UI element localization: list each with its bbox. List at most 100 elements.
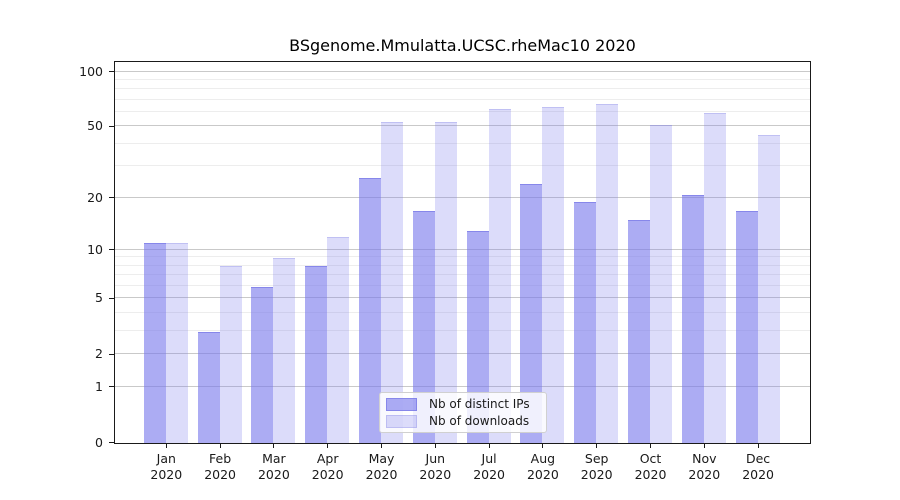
bar-downloads <box>219 266 242 443</box>
bar-downloads <box>757 135 780 443</box>
y-axis-tick <box>109 386 115 388</box>
bar-downloads <box>488 108 511 443</box>
legend-label-distinct-ips: Nb of distinct IPs <box>429 397 530 411</box>
bar-distinct-ips <box>251 286 274 443</box>
gridline-major <box>115 297 810 299</box>
gridline-minor <box>115 98 810 100</box>
gridline-major <box>115 248 810 250</box>
bars-layer <box>115 62 810 443</box>
bar-downloads <box>434 122 457 443</box>
gridline-minor <box>115 312 810 314</box>
y-axis-tick-label: 50 <box>87 118 103 134</box>
legend: Nb of distinct IPs Nb of downloads <box>379 392 547 433</box>
y-axis-tick <box>109 197 115 199</box>
y-axis-tick-label: 0 <box>95 434 103 450</box>
x-axis-tick <box>649 444 652 448</box>
x-axis-year-label: 2020 <box>473 467 505 482</box>
gridline-major <box>115 353 810 355</box>
bar-distinct-ips <box>305 266 328 443</box>
bar-distinct-ips <box>359 178 381 443</box>
x-axis-year-label: 2020 <box>311 467 344 482</box>
y-axis-tick-label: 1 <box>95 378 103 394</box>
bar-distinct-ips <box>412 210 435 443</box>
y-axis-tick-label: 20 <box>87 189 103 205</box>
gridline-minor <box>115 256 810 258</box>
x-axis-year-label: 2020 <box>526 467 559 482</box>
y-axis-tick <box>109 125 115 128</box>
x-axis-tick <box>273 444 275 448</box>
x-axis-tick-label: Apr 2020 <box>298 451 358 483</box>
x-axis-tick-label: Feb 2020 <box>190 451 250 483</box>
bar-downloads <box>650 125 672 443</box>
x-axis-tick <box>488 444 490 448</box>
x-axis-tick <box>757 444 759 448</box>
x-axis-year-label: 2020 <box>634 467 667 482</box>
legend-swatch-distinct-ips <box>386 397 417 411</box>
x-axis-tick-label: Oct 2020 <box>621 451 681 483</box>
bar-distinct-ips <box>574 202 597 443</box>
x-axis-tick-label: Nov 2020 <box>674 451 734 483</box>
x-axis-year-label: 2020 <box>257 467 290 482</box>
x-axis-tick <box>327 444 329 448</box>
gridline-minor <box>115 88 810 90</box>
x-axis-tick-label: Jul 2020 <box>459 451 519 483</box>
gridline-major <box>115 70 810 72</box>
gridline-minor <box>115 165 810 167</box>
x-axis-year-label: 2020 <box>742 467 774 482</box>
gridlines-layer <box>115 62 810 443</box>
gridline-major <box>115 196 810 198</box>
x-axis-tick <box>596 444 598 448</box>
gridline-minor <box>115 111 810 113</box>
y-axis-tick <box>109 441 115 444</box>
x-axis-tick <box>219 444 221 448</box>
bar-downloads <box>273 257 296 443</box>
x-axis-year-label: 2020 <box>365 467 398 482</box>
chart-title: BSgenome.Mmulatta.UCSC.rheMac10 2020 <box>289 36 636 55</box>
x-axis-year-label: 2020 <box>419 467 452 482</box>
bar-distinct-ips <box>735 210 758 443</box>
gridline-minor <box>115 264 810 266</box>
bar-downloads <box>327 236 350 443</box>
bar-downloads <box>596 103 619 443</box>
x-axis-tick-label: Sep 2020 <box>567 451 627 483</box>
x-axis-tick-label: Aug 2020 <box>513 451 573 483</box>
y-axis-tick-label: 100 <box>79 63 103 79</box>
y-axis-tick <box>109 70 115 73</box>
gridline-minor <box>115 285 810 287</box>
bar-downloads <box>542 107 565 443</box>
bar-distinct-ips <box>466 230 489 443</box>
plot-area: Nb of distinct IPs Nb of downloads <box>114 61 811 444</box>
gridline-minor <box>115 274 810 276</box>
x-axis-tick-label: Dec 2020 <box>728 451 788 483</box>
x-axis-tick-label: May 2020 <box>352 451 412 483</box>
x-axis-tick-label: Jan 2020 <box>136 451 196 483</box>
y-axis-tick <box>109 353 115 355</box>
bar-downloads <box>165 243 188 443</box>
bar-downloads <box>703 112 726 443</box>
legend-item-distinct-ips: Nb of distinct IPs <box>386 396 540 412</box>
x-axis-tick-label: Mar 2020 <box>244 451 304 483</box>
y-axis-tick-label: 2 <box>95 346 103 362</box>
bar-distinct-ips <box>143 243 166 443</box>
legend-swatch-downloads <box>386 414 417 428</box>
gridline-minor <box>115 142 810 144</box>
x-axis-tick <box>165 444 167 448</box>
x-axis-tick <box>703 444 705 448</box>
x-axis-year-label: 2020 <box>688 467 721 482</box>
bar-downloads <box>381 122 403 443</box>
x-axis-year-label: 2020 <box>150 467 183 482</box>
y-axis-tick <box>109 297 115 300</box>
x-axis-year-label: 2020 <box>204 467 236 482</box>
legend-label-downloads: Nb of downloads <box>429 414 530 428</box>
x-axis-tick <box>542 444 544 448</box>
gridline-major <box>115 125 810 127</box>
x-axis-tick <box>380 444 383 448</box>
x-axis-year-label: 2020 <box>580 467 613 482</box>
x-axis-tick-label: Jun 2020 <box>405 451 465 483</box>
gridline-minor <box>115 78 810 80</box>
x-axis-tick <box>434 444 436 448</box>
bar-distinct-ips <box>681 194 704 443</box>
y-axis-tick-label: 10 <box>87 241 103 257</box>
legend-item-downloads: Nb of downloads <box>386 413 540 429</box>
